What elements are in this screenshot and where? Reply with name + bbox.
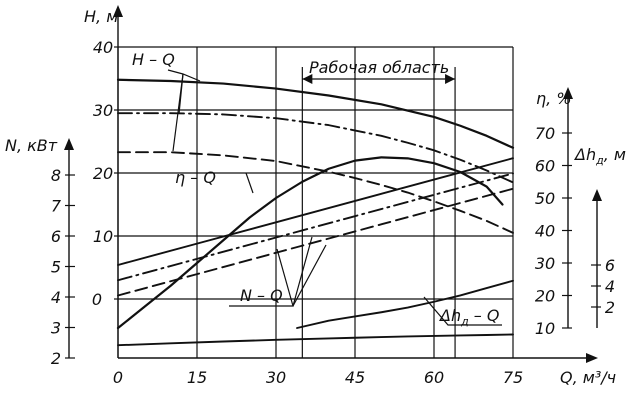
eta-tick-label: 20 (535, 287, 555, 306)
eta-tick-label: 70 (535, 124, 555, 143)
series-line-eta1 (116, 156, 504, 330)
series-line-N3 (117, 187, 514, 297)
eta-tick-label: 30 (535, 254, 555, 273)
grid (117, 46, 514, 358)
x-tick-label: 15 (187, 368, 207, 387)
n-tick-label: 4 (51, 288, 61, 307)
h-tick-label: 10 (93, 227, 113, 246)
h-axis-arrowhead (113, 5, 123, 17)
working-zone-right-arrowhead (445, 74, 456, 84)
h-q-leader-3 (172, 73, 184, 152)
h-q-leader-1 (167, 69, 201, 82)
dh-tick-label: 4 (605, 277, 615, 296)
dh-q-label-sub: д (460, 315, 469, 328)
dh-axis-title-main: Δh (573, 145, 596, 164)
x-tick-label: 60 (424, 368, 444, 387)
eta-axis-arrowhead (563, 87, 573, 99)
eta-tick-label: 10 (535, 319, 555, 338)
eta-q-leader (245, 172, 254, 194)
series-line-N2 (117, 172, 514, 282)
x-tick-label: 75 (503, 368, 523, 387)
n-q-leader-3 (292, 244, 327, 307)
labels: 0 15 30 45 60 7501020304023456781020304050607… (5, 7, 626, 387)
dh-tick-label: 2 (605, 298, 615, 317)
series-line-H3 (117, 151, 514, 234)
n-tick-label: 3 (51, 319, 61, 338)
dh-axis-title: Δhд, м (573, 145, 626, 167)
eta-q-label: η – Q (175, 168, 216, 187)
n-tick-label: 5 (51, 258, 61, 277)
series-layer (116, 78, 515, 347)
dh-q-label: Δhд – Q (438, 306, 499, 328)
series-line-H1 (116, 78, 515, 149)
dh-q-label-main: Δh (438, 306, 461, 325)
series-line-N1 (117, 157, 514, 266)
h-tick-label: 0 (92, 290, 102, 309)
eta-tick-label: 50 (535, 189, 555, 208)
x-axis-title: Q, м³/ч (560, 368, 616, 387)
n-tick-label: 8 (51, 166, 61, 185)
h-axis-title: H, м (84, 7, 118, 26)
working-zone-label: Рабочая область (309, 58, 449, 77)
series-line-H2 (117, 112, 514, 184)
eta-tick-label: 40 (535, 222, 555, 241)
x-axis-arrowhead (586, 353, 598, 363)
dh-tick-label: 6 (605, 256, 615, 275)
n-tick-label: 7 (51, 197, 62, 216)
dh-q-label-suffix: – Q (469, 306, 500, 325)
n-axis-title: N, кВт (5, 136, 58, 155)
n-q-leader-2 (292, 236, 313, 307)
eta-axis-title: η, % (536, 89, 572, 108)
working-zone: Рабочая область (301, 58, 456, 358)
dh-q-leader (423, 296, 502, 326)
h-tick-label: 30 (93, 101, 113, 120)
n-tick-label: 6 (51, 227, 61, 246)
series-line-eta2 (117, 333, 514, 347)
n-tick-label: 2 (51, 349, 61, 368)
dh-axis-title-sub: д (595, 154, 604, 167)
h-tick-label: 40 (93, 38, 113, 57)
series-line-dh1 (296, 279, 514, 329)
dh-axis-arrowhead (592, 189, 602, 201)
h-q-label: H – Q (132, 50, 175, 69)
x-tick-label: 45 (345, 368, 365, 387)
h-tick-label: 20 (93, 164, 113, 183)
eta-tick-label: 60 (535, 157, 555, 176)
axes (64, 5, 602, 363)
n-q-label: N – Q (240, 286, 283, 305)
working-zone-left-arrowhead (302, 74, 313, 84)
dh-axis-title-suffix: , м (604, 145, 626, 164)
x-tick-label: 30 (266, 368, 286, 387)
n-axis-arrowhead (64, 138, 74, 150)
x-tick-label: 0 (113, 368, 123, 387)
